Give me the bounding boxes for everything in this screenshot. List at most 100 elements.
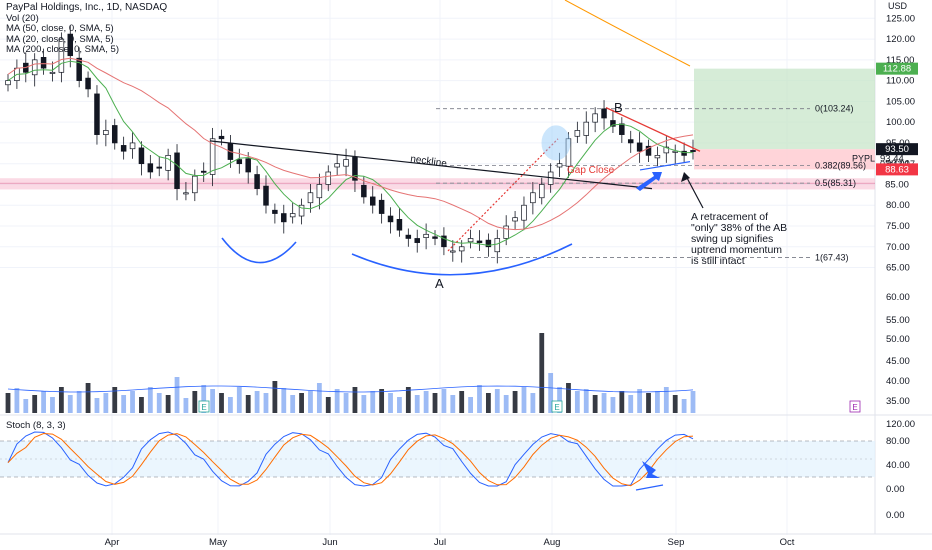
volume-bar (94, 398, 100, 413)
volume-bar (103, 393, 109, 413)
volume-bar (619, 391, 625, 413)
candle-body (165, 155, 171, 171)
price-tick: 80.00 (886, 200, 910, 211)
volume-bar (521, 387, 527, 413)
legend-ma50: MA (50, close, 0, SMA, 5) (6, 23, 114, 35)
support-band (0, 178, 875, 190)
candle-body (405, 234, 412, 239)
volume-ma-line (7, 385, 694, 393)
volume-bar (663, 387, 669, 413)
candle-body (654, 155, 661, 159)
month-label-aug: Aug (544, 537, 561, 548)
note-line-5: is still intact (691, 255, 745, 267)
volume-bar (423, 391, 429, 413)
candle-body (521, 204, 527, 221)
stoch-tick: 40.00 (886, 460, 910, 471)
fib-label-f1: 1(67.43) (815, 252, 849, 262)
price-tick: 125.00 (886, 13, 915, 24)
stoch-d-line (7, 432, 694, 487)
month-label-apr: Apr (105, 537, 120, 548)
stoch-divergence-line (635, 484, 664, 491)
volume-bar (361, 395, 367, 413)
candle-body (334, 163, 340, 168)
candle-body (369, 196, 376, 206)
volume-bar (192, 391, 198, 413)
volume-bar (183, 398, 189, 413)
month-label-oct: Oct (780, 537, 795, 548)
candle-body (263, 185, 269, 206)
gap-close-label: Gap Close (567, 165, 615, 176)
volume-bar (397, 397, 402, 413)
note-line-1: A retracement of (691, 211, 769, 223)
candle-body (307, 192, 314, 204)
volume-bar (441, 389, 447, 413)
volume-bar (58, 387, 64, 413)
candle-body (94, 93, 100, 135)
volume-bar (672, 395, 678, 413)
earnings-label: E (852, 403, 857, 412)
volume-bar (628, 395, 634, 413)
candle-body (458, 246, 465, 252)
level85-tag: 85.00 (885, 179, 909, 190)
candle-body (200, 170, 207, 173)
candle-body (467, 238, 474, 243)
candle-body (485, 239, 492, 248)
month-label-jul: Jul (434, 537, 446, 548)
volume-bar (174, 377, 180, 413)
stop-zone (694, 149, 875, 170)
stoch-blue-arrow (642, 461, 660, 478)
candle-body (174, 152, 180, 189)
note-arrow (685, 175, 704, 209)
candle-body (343, 159, 349, 167)
candle-body (494, 238, 501, 253)
candle-body (663, 146, 670, 154)
stoch-k-line (7, 431, 694, 487)
volume-bar (539, 333, 545, 413)
stoch-tick: 0.00 (886, 484, 905, 495)
candle-body (539, 184, 545, 199)
last-price-tag: 93.50 (885, 144, 909, 155)
month-label-jun: Jun (322, 537, 337, 548)
live-price-tag: 93.44 (880, 153, 904, 164)
candle-body (254, 174, 260, 189)
volume-bar (272, 381, 278, 413)
volume-tick: 55.00 (886, 315, 910, 326)
volume-bar (655, 391, 660, 413)
ma200-line (564, 0, 691, 67)
left-shoulder-arc (221, 237, 297, 264)
earnings-marker (849, 400, 861, 413)
price-tick: 75.00 (886, 221, 910, 232)
candle-body (245, 158, 251, 173)
stop-price-tag-bg (876, 163, 918, 176)
volume-bar (343, 393, 349, 413)
ma50-line (7, 57, 694, 231)
candle-body (601, 108, 607, 119)
chart-legend: PayPal Holdings, Inc., 1D, NASDAQ Vol (2… (6, 2, 167, 56)
price-tick: 70.00 (886, 242, 910, 253)
volume-bar (557, 387, 562, 413)
candle-body (281, 213, 287, 223)
neckline (209, 140, 653, 190)
stoch-tick-low: 0.00 (886, 510, 905, 521)
volume-bar (334, 389, 340, 413)
volume-bar (512, 391, 518, 413)
candle-body (147, 163, 154, 173)
stop-price-tag: 88.63 (885, 164, 909, 175)
volume-bar (325, 397, 331, 413)
volume-bar (601, 393, 607, 413)
candle-body (681, 150, 687, 156)
volume-bar (308, 391, 313, 413)
candle-body (441, 235, 447, 248)
volume-bar (76, 391, 82, 413)
price-tick: 115.00 (886, 55, 914, 66)
neckline-label: neckline (410, 154, 448, 170)
candle-body (387, 215, 394, 223)
volume-bar (245, 395, 251, 413)
candle-body (5, 80, 11, 86)
candle-body (450, 250, 456, 253)
volume-bar (503, 395, 509, 413)
volume-bar (201, 385, 207, 413)
candle-body (361, 184, 367, 198)
candle-body (512, 217, 518, 222)
